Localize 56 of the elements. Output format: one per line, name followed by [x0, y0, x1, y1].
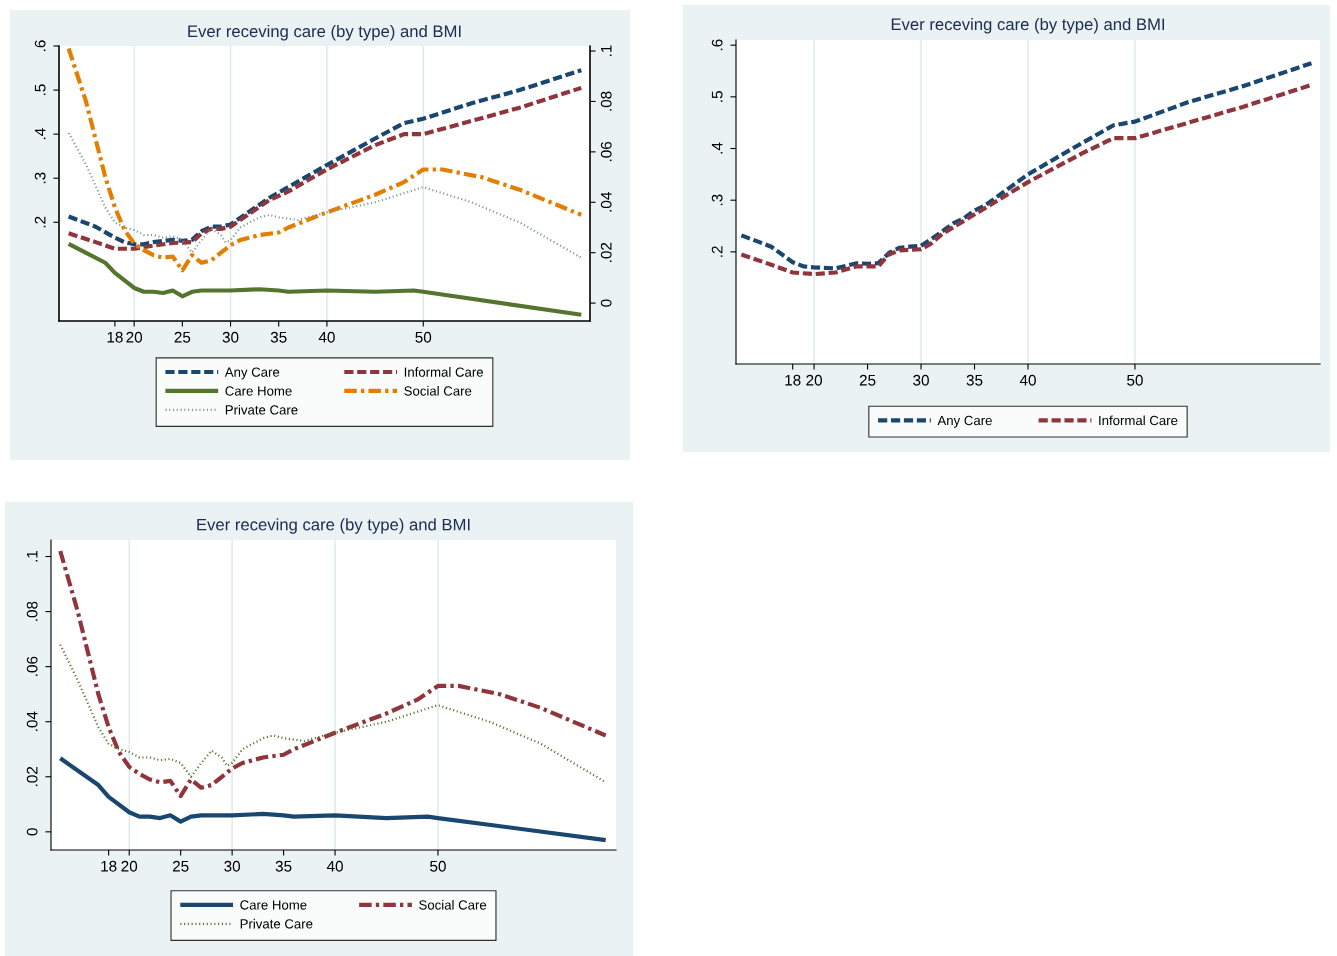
y-tick-label: .08 — [26, 601, 38, 621]
x-tick-label: 50 — [415, 331, 432, 343]
legend-label: Private Care — [225, 404, 298, 415]
legend-label: Care Home — [225, 386, 292, 396]
x-tick-label: 20 — [806, 374, 822, 386]
x-tick-label: 25 — [174, 331, 191, 343]
y2-tick-label: .1 — [600, 45, 612, 57]
y-tick-label: .5 — [34, 84, 46, 96]
x-tick-label: 30 — [913, 374, 929, 386]
legend-label: Social Care — [404, 385, 472, 396]
y2-tick-label: 0 — [600, 299, 612, 307]
x-tick-label: 50 — [430, 860, 446, 872]
x-tick-label: 18 — [107, 331, 123, 343]
x-tick-label: 40 — [1019, 374, 1036, 386]
x-tick-label: 20 — [126, 331, 143, 343]
x-tick-label: 35 — [275, 860, 292, 872]
x-tick-label: 30 — [222, 331, 239, 343]
y-tick-label: .4 — [34, 128, 46, 140]
x-tick-label: 35 — [966, 374, 983, 386]
x-tick-label: 35 — [270, 331, 287, 343]
legend-label: Any Care — [937, 415, 992, 428]
y-tick-label: .6 — [711, 39, 723, 51]
x-tick-label: 30 — [224, 860, 241, 872]
y-tick-label: 0 — [26, 828, 38, 836]
legend-label: Informal Care — [404, 367, 484, 377]
x-tick-label: 25 — [172, 860, 189, 872]
x-tick-label: 20 — [121, 860, 138, 872]
chart-title: Ever receving care (by type) and BMI — [188, 24, 461, 41]
y2-tick-label: .08 — [600, 91, 612, 111]
y-tick-label: .6 — [34, 40, 46, 51]
y-tick-label: .04 — [26, 711, 38, 731]
y-tick-label: .02 — [26, 766, 38, 786]
y-tick-label: .3 — [34, 172, 46, 184]
y2-tick-label: .04 — [600, 192, 612, 212]
x-tick-label: 18 — [785, 374, 801, 386]
y-tick-label: .4 — [711, 142, 723, 154]
y-tick-label: .1 — [26, 550, 38, 562]
y-tick-label: .2 — [34, 216, 46, 228]
y2-tick-label: .02 — [600, 242, 612, 262]
y-tick-label: .3 — [711, 194, 723, 206]
chart-title: Ever receving care (by type) and BMI — [891, 17, 1165, 34]
x-tick-label: 40 — [326, 860, 343, 872]
y-tick-label: .06 — [26, 656, 38, 676]
legend-label: Informal Care — [1099, 415, 1178, 426]
x-tick-label: 40 — [318, 331, 335, 343]
x-tick-label: 50 — [1127, 374, 1143, 386]
y-tick-label: .2 — [711, 246, 723, 257]
legend-label: Care Home — [240, 900, 307, 910]
x-tick-label: 25 — [859, 374, 876, 386]
x-tick-label: 18 — [101, 860, 117, 872]
chart-title: Ever receving care (by type) and BMI — [197, 518, 470, 534]
y-tick-label: .5 — [711, 91, 723, 102]
legend-label: Private Care — [240, 918, 313, 929]
legend-label: Social Care — [419, 899, 487, 910]
legend-label: Any Care — [224, 367, 280, 380]
y2-tick-label: .06 — [600, 141, 612, 162]
